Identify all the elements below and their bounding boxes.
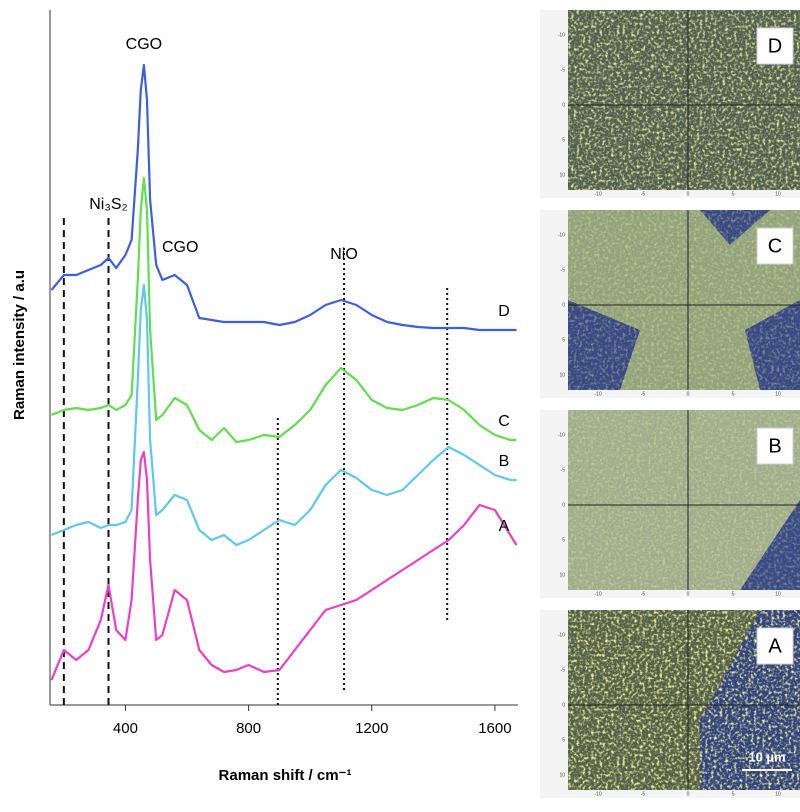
scale-bar-label: 10 µm xyxy=(748,749,785,764)
micrograph-y-tick-label: -5 xyxy=(561,67,566,73)
micrographs: -10-10-5-500551010D-10-10-5-500551010C-1… xyxy=(540,10,800,798)
micrograph-y-tick-label: -5 xyxy=(561,667,566,673)
chart-background xyxy=(0,0,530,807)
micrograph-x-tick-label: -10 xyxy=(594,391,601,397)
micrograph-x-tick-label: 5 xyxy=(732,391,735,397)
micrograph-y-tick-label: 10 xyxy=(559,372,565,378)
micrograph-panel: -10 -10 -5 -5 0 0 5 5 10 10 A 10 µm xyxy=(540,610,800,798)
micrograph-x-tick-label: 0 xyxy=(687,591,690,597)
micrograph-y-tick-label: 10 xyxy=(559,572,565,578)
micrograph-x-tick-label: 5 xyxy=(732,191,735,197)
series-line xyxy=(50,450,518,681)
micrograph-y-tick-label: 5 xyxy=(562,337,565,343)
micrograph-y-tick-label: 0 xyxy=(562,702,565,708)
micrograph-x-tick-label: 10 xyxy=(775,591,781,597)
panel-label-box xyxy=(756,227,794,265)
panel-label: A xyxy=(768,635,782,657)
micrograph-x-tick-label: 10 xyxy=(775,191,781,197)
series-line xyxy=(51,283,517,547)
micrograph-x-tick-label: -5 xyxy=(641,791,646,797)
micrograph-y-tick-label: 10 xyxy=(559,772,565,778)
series-label: C xyxy=(498,413,510,430)
micrograph-y-tick-label: 0 xyxy=(562,502,565,508)
micrograph-x-tick-label: 10 xyxy=(775,791,781,797)
micrograph-x-tick-label: -10 xyxy=(594,591,601,597)
chart: Raman shift / cm⁻¹ Raman intensity / a.u… xyxy=(11,10,518,784)
series-label: B xyxy=(499,453,510,470)
micrograph-x-tick-label: -10 xyxy=(594,791,601,797)
micrograph-y-tick-label: -5 xyxy=(561,267,566,273)
y-axis-title: Raman intensity / a.u xyxy=(11,270,28,420)
micrograph-y-tick-label: -10 xyxy=(558,232,565,238)
micrograph-x-tick-label: -5 xyxy=(641,591,646,597)
micrograph-panel: -10 -10 -5 -5 0 0 5 5 10 10 C xyxy=(540,210,800,398)
series-label: A xyxy=(499,518,510,535)
annotation: NiO xyxy=(330,246,358,263)
micrograph-y-tick-label: -10 xyxy=(558,432,565,438)
micrograph-panel: -10 -10 -5 -5 0 0 5 5 10 10 B xyxy=(540,410,800,598)
panel-label: C xyxy=(768,235,782,257)
micrograph-x-tick-label: 5 xyxy=(732,791,735,797)
series-label: D xyxy=(498,303,510,320)
annotation: CGO xyxy=(162,239,198,256)
micrograph-x-tick-label: 0 xyxy=(687,391,690,397)
series-line xyxy=(51,176,517,444)
panel-label-box xyxy=(756,27,794,65)
micrograph-y-tick-label: -10 xyxy=(558,632,565,638)
panel-label: D xyxy=(768,35,782,57)
panel-label-box xyxy=(756,627,794,665)
micrograph-x-tick-label: -10 xyxy=(594,191,601,197)
annotation: Ni₃S₂ xyxy=(89,196,128,213)
x-tick-label: 400 xyxy=(113,720,138,737)
micrograph-y-tick-label: 0 xyxy=(562,102,565,108)
micrograph-y-tick-label: 10 xyxy=(559,172,565,178)
micrograph-y-tick-label: -10 xyxy=(558,32,565,38)
panel-label-box xyxy=(756,427,794,465)
micrograph-x-tick-label: -5 xyxy=(641,391,646,397)
x-tick-label: 1600 xyxy=(478,720,511,737)
micrograph-x-tick-label: 0 xyxy=(687,191,690,197)
micrograph-y-tick-label: 5 xyxy=(562,737,565,743)
annotation: CGO xyxy=(126,36,162,53)
x-tick-label: 800 xyxy=(236,720,261,737)
micrograph-x-tick-label: 5 xyxy=(732,591,735,597)
micrograph-y-tick-label: 5 xyxy=(562,137,565,143)
micrograph-x-tick-label: 0 xyxy=(687,791,690,797)
micrograph-y-tick-label: 0 xyxy=(562,302,565,308)
x-axis-title: Raman shift / cm⁻¹ xyxy=(219,767,352,784)
x-tick-label: 1200 xyxy=(355,720,388,737)
micrograph-x-tick-label: -5 xyxy=(641,191,646,197)
micrograph-y-tick-label: 5 xyxy=(562,537,565,543)
micrograph-x-tick-label: 10 xyxy=(775,391,781,397)
micrograph-panel: -10 -10 -5 -5 0 0 5 5 10 10 D xyxy=(540,10,800,198)
micrograph-y-tick-label: -5 xyxy=(561,467,566,473)
panel-label: B xyxy=(768,435,781,457)
series-line xyxy=(50,63,517,332)
